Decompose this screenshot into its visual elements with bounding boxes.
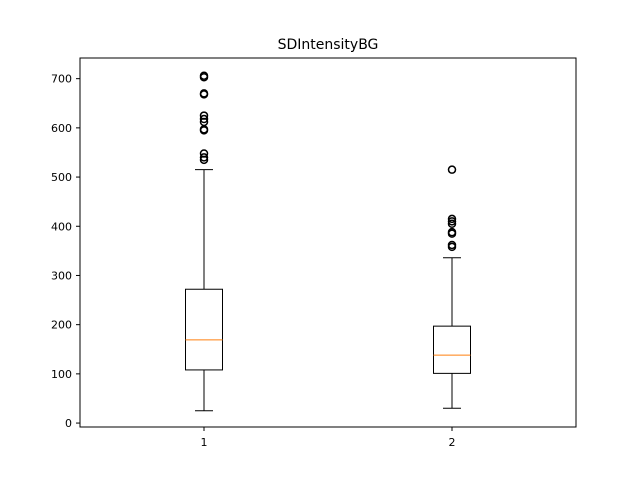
y-tick-label: 400 (51, 220, 72, 233)
outlier-point (199, 71, 209, 80)
iqr-box (185, 288, 223, 371)
outlier-point (199, 114, 209, 124)
outlier-point (447, 240, 457, 250)
y-tick-label: 300 (51, 269, 72, 282)
y-tick-label: 600 (51, 122, 72, 135)
outlier-point (447, 217, 457, 226)
iqr-box (433, 325, 471, 374)
y-tick-label: 500 (51, 171, 72, 184)
box-group-2 (433, 165, 471, 409)
outlier-point (447, 227, 457, 237)
outlier-point (447, 214, 457, 224)
outlier-point (199, 153, 209, 162)
outlier-point (199, 149, 209, 158)
outlier-point (447, 219, 457, 229)
y-tick-label: 0 (65, 417, 72, 430)
y-tick-label: 100 (51, 368, 72, 381)
plot-area (79, 57, 577, 428)
y-tick-label: 700 (51, 73, 72, 86)
y-tick-label: 200 (51, 319, 72, 332)
boxes (185, 71, 471, 412)
outlier-point (199, 89, 209, 98)
box-group-1 (185, 71, 223, 412)
outlier-point (199, 111, 209, 120)
x-tick-label: 1 (201, 436, 208, 449)
outlier-point (447, 165, 457, 174)
x-tick-label: 2 (449, 436, 456, 449)
y-axis: 0 100 200 300 400 500 600 700 (51, 73, 80, 430)
chart-title: SDIntensityBG (278, 37, 379, 53)
